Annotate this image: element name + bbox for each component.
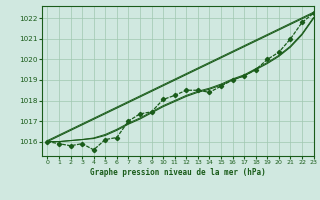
X-axis label: Graphe pression niveau de la mer (hPa): Graphe pression niveau de la mer (hPa) [90, 168, 266, 177]
